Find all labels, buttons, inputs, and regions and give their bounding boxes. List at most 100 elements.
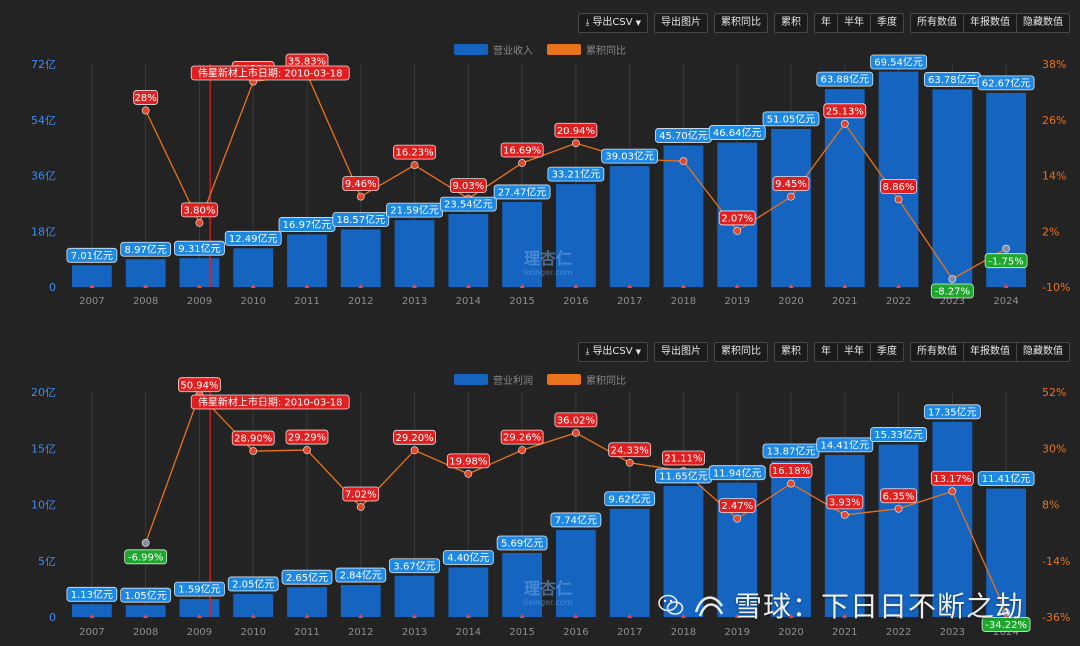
yoy-value-label-box	[880, 488, 917, 504]
period-marker	[465, 614, 471, 618]
bar-value-label: 11.41亿元	[977, 471, 1035, 487]
period-marker	[412, 284, 418, 288]
profit-chart-toolbar: ⤓ 导出CSV ▼ 导出图片 累积同比 累积 年 半年 季度 所有数值 年报数值 隐…	[578, 342, 1070, 362]
period-marker	[89, 284, 95, 288]
bar	[932, 89, 973, 287]
bar-value-label: 1.05亿元	[120, 587, 172, 603]
bar-value-label-box	[281, 569, 333, 585]
yoy-point	[787, 192, 795, 201]
period-year-button[interactable]: 年	[814, 13, 838, 33]
bar-value-label: 5.69亿元	[496, 535, 548, 551]
right-axis-tick: -10%	[1042, 281, 1070, 294]
yoy-value-label-text: 36.02%	[557, 415, 595, 426]
x-axis-tick: 2009	[187, 296, 212, 307]
yoy-value-label: -34.22%	[981, 617, 1031, 632]
yoy-point	[948, 275, 957, 283]
bar-value-label-text: 5.69亿元	[501, 537, 543, 550]
yoy-value-label: 9.45%	[772, 176, 810, 192]
yoy-value-label-box	[133, 90, 159, 105]
period-year-button[interactable]: 年	[814, 342, 838, 362]
caret-down-icon: ▼	[635, 348, 641, 356]
x-axis-tick: 2013	[402, 296, 427, 307]
export-image-button[interactable]: 导出图片	[654, 13, 708, 33]
right-axis-tick: -36%	[1042, 611, 1070, 624]
bar-value-label-box	[762, 111, 820, 127]
yoy-value-label: 28.90%	[231, 430, 275, 446]
x-axis-tick: 2021	[832, 296, 857, 307]
period-quarter-button[interactable]: 季度	[870, 342, 904, 362]
hide-values-button[interactable]: 隐藏数值	[1016, 13, 1070, 33]
cumulative-button[interactable]: 累积	[774, 13, 808, 33]
bar	[394, 575, 435, 617]
yoy-value-label-text: 16.69%	[503, 146, 541, 157]
export-csv-button[interactable]: ⤓ 导出CSV ▼	[578, 13, 648, 33]
x-axis-tick: 2009	[187, 627, 212, 638]
bar-value-label: 27.47亿元	[493, 184, 551, 200]
export-image-button[interactable]: 导出图片	[654, 342, 708, 362]
yoy-point	[410, 161, 419, 170]
x-axis-tick: 2012	[348, 296, 373, 307]
x-axis-tick: 2007	[79, 296, 104, 307]
left-axis-tick: 18亿	[31, 225, 56, 238]
export-csv-button[interactable]: ⤓ 导出CSV ▼	[578, 342, 648, 362]
x-axis-tick: 2007	[79, 627, 104, 638]
cumulative-yoy-button[interactable]: 累积同比	[714, 13, 768, 33]
yoy-point	[894, 504, 903, 513]
yoy-value-label-box	[930, 283, 974, 299]
x-axis-tick: 2015	[509, 627, 534, 638]
bar-value-label-text: 9.62亿元	[609, 492, 651, 505]
yoy-point	[625, 458, 634, 467]
yoy-point	[679, 157, 688, 166]
bar	[125, 259, 166, 287]
all-values-button[interactable]: 所有数值	[910, 342, 964, 362]
yoy-value-label-box	[446, 453, 490, 469]
legend-item-yoy[interactable]: 累积同比	[547, 43, 626, 57]
legend-item-profit[interactable]: 营业利润	[454, 373, 533, 387]
cumulative-yoy-button[interactable]: 累积同比	[714, 342, 768, 362]
bar-value-label-text: 33.21亿元	[552, 168, 601, 181]
annual-values-button[interactable]: 年报数值	[963, 13, 1017, 33]
bar-value-label-box	[120, 241, 172, 257]
annual-values-button[interactable]: 年报数值	[963, 342, 1017, 362]
legend-item-revenue[interactable]: 营业收入	[454, 43, 533, 57]
period-marker	[89, 614, 95, 618]
period-marker	[250, 284, 256, 288]
period-marker	[573, 614, 579, 618]
period-quarter-button[interactable]: 季度	[870, 13, 904, 33]
period-half-year-button[interactable]: 半年	[837, 342, 871, 362]
listing-date-label: 伟星新材上市日期: 2010-03-18	[190, 394, 350, 410]
x-axis-tick: 2022	[886, 627, 911, 638]
lixinger-logo-text: 理杏仁	[524, 249, 572, 268]
bar	[609, 508, 650, 617]
hide-values-button[interactable]: 隐藏数值	[1016, 342, 1070, 362]
period-half-year-button[interactable]: 半年	[837, 13, 871, 33]
bar	[555, 529, 596, 617]
yoy-point	[1002, 244, 1011, 253]
yoy-value-label-box	[342, 486, 380, 502]
x-axis-tick: 2010	[240, 296, 265, 307]
cumulative-button[interactable]: 累积	[774, 342, 808, 362]
yoy-value-label-text: -1.75%	[988, 256, 1023, 267]
bar-value-label-text: 1.59亿元	[178, 583, 220, 596]
all-values-button[interactable]: 所有数值	[910, 13, 964, 33]
bar	[71, 604, 112, 617]
bar-value-label-text: 21.59亿元	[390, 204, 439, 217]
yoy-value-label: 8.86%	[880, 178, 917, 194]
yoy-value-label-text: 13.17%	[933, 474, 971, 485]
bar-value-label-text: 2.05亿元	[232, 578, 274, 591]
bar-value-label: 3.67亿元	[389, 558, 440, 574]
right-axis-tick: 8%	[1042, 499, 1059, 512]
xueqiu-watermark: 雪球：下日日不断之劫	[658, 580, 1024, 630]
yoy-value-label: 9.03%	[449, 178, 487, 193]
period-marker	[896, 284, 902, 288]
bar	[502, 201, 543, 287]
bar-value-label: 1.59亿元	[174, 581, 225, 597]
bar-value-label-box	[227, 576, 279, 592]
period-marker	[627, 284, 633, 288]
yoy-value-label: 28%	[133, 90, 159, 105]
bar-value-label-box	[870, 54, 927, 70]
wechat-icon	[658, 594, 684, 615]
legend-item-yoy[interactable]: 累积同比	[547, 373, 626, 387]
bar-value-label-box	[332, 212, 390, 227]
bar	[340, 585, 381, 617]
